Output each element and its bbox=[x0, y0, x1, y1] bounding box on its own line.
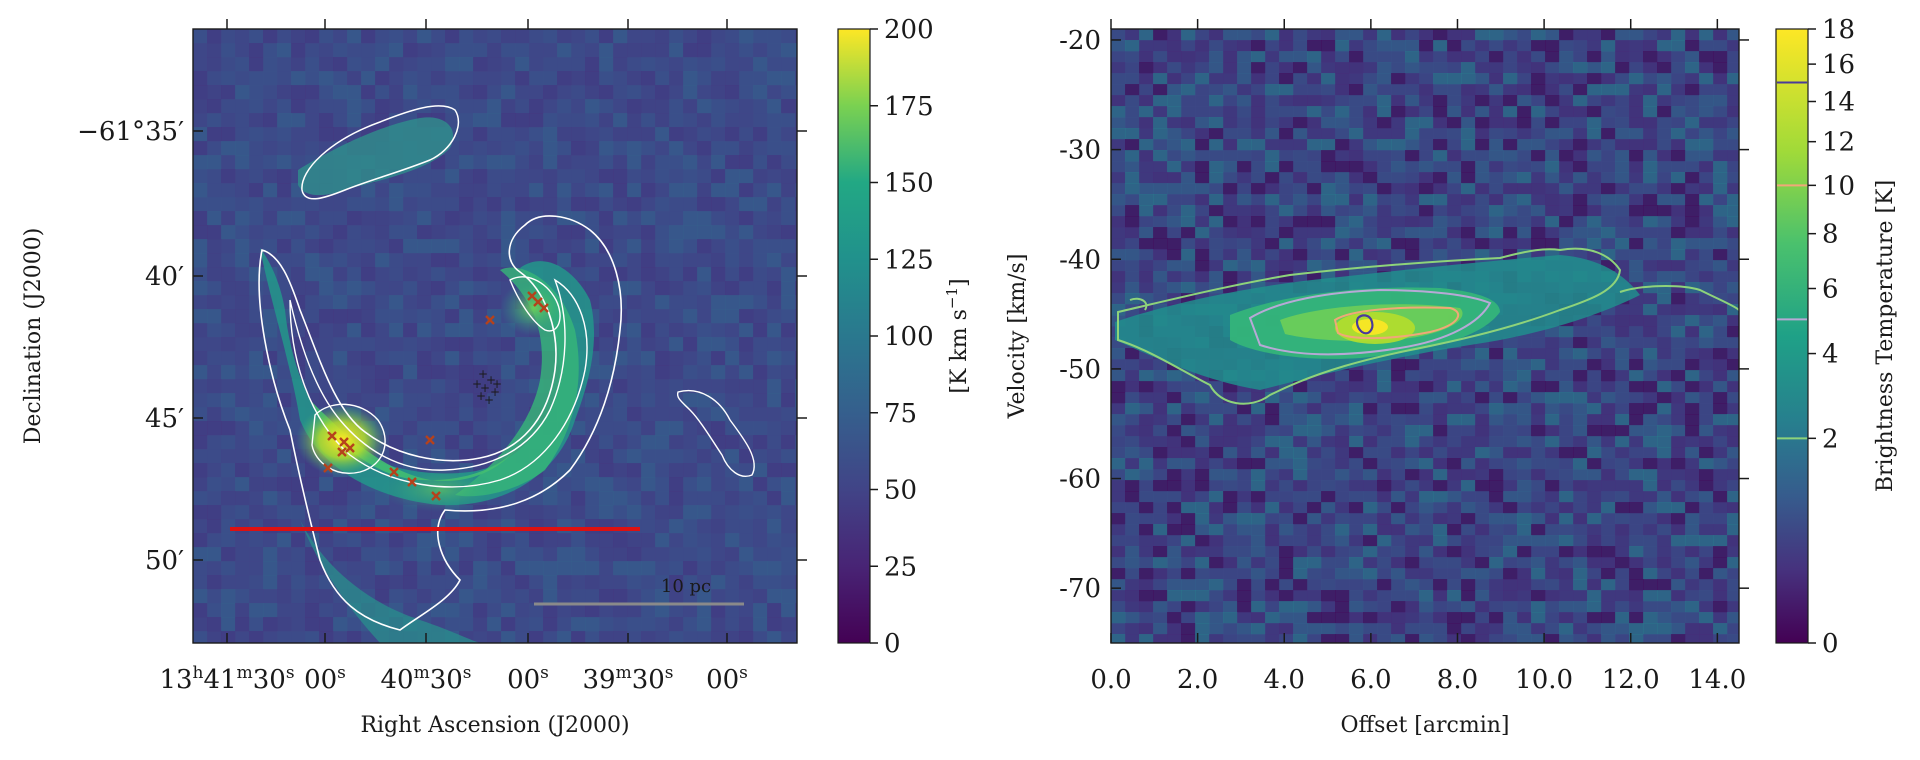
right-y-tick-label: -50 bbox=[1059, 355, 1101, 385]
right-x-tick-label: 0.0 bbox=[1090, 665, 1131, 695]
left-y-axis-label: Declination (J2000) bbox=[21, 228, 46, 445]
right-y-tick-label: -30 bbox=[1059, 136, 1101, 166]
right-y-tick-label: -60 bbox=[1059, 465, 1101, 495]
left-colorbar-tick-label: 50 bbox=[884, 476, 917, 506]
left-x-tick-label: 00s bbox=[304, 663, 346, 695]
right-x-tick-label: 4.0 bbox=[1264, 665, 1305, 695]
pv-diagram-image bbox=[1111, 29, 1742, 646]
scalebar-label: 10 pc bbox=[661, 576, 711, 597]
left-colorbar-tick-label: 150 bbox=[884, 169, 934, 199]
right-colorbar-tick-label: 16 bbox=[1822, 50, 1855, 80]
left-colorbar-tick-label: 75 bbox=[884, 399, 917, 429]
right-y-tick-label: -40 bbox=[1059, 245, 1101, 275]
svg-text:+: + bbox=[484, 393, 494, 407]
right-colorbar-tick-label: 2 bbox=[1822, 424, 1839, 454]
left-y-tick-label: 40′ bbox=[145, 262, 184, 292]
right-colorbar-tick-label: 8 bbox=[1822, 220, 1839, 250]
left-colorbar-tick-label: 25 bbox=[884, 552, 917, 582]
left-y-tick-label: 45′ bbox=[145, 404, 184, 434]
left-x-tick-label: 13h41m30s bbox=[159, 663, 294, 695]
left-x-tick-label: 00s bbox=[706, 663, 748, 695]
left-colorbar-tick-label: 200 bbox=[884, 15, 934, 45]
right-colorbar bbox=[1776, 29, 1808, 643]
left-colorbar-tick-label: 175 bbox=[884, 92, 934, 122]
right-x-axis-label: Offset [arcmin] bbox=[1341, 713, 1510, 738]
right-colorbar-tick-label: 12 bbox=[1822, 128, 1855, 158]
left-map-panel: +++ +++ ++ 10 pc 13h41m30s 00s 40m30s 00s 39… bbox=[21, 15, 972, 738]
right-colorbar-tick-label: 4 bbox=[1822, 340, 1839, 370]
right-colorbar-tick-label: 10 bbox=[1822, 171, 1855, 201]
right-colorbar-tick-label: 6 bbox=[1822, 275, 1839, 305]
left-colorbar-label: [K km s−1] bbox=[943, 278, 972, 393]
right-x-tick-label: 2.0 bbox=[1177, 665, 1218, 695]
left-colorbar-tick-label: 0 bbox=[884, 629, 901, 659]
right-x-tick-label: 8.0 bbox=[1437, 665, 1478, 695]
right-x-tick-label: 10.0 bbox=[1515, 665, 1573, 695]
right-colorbar-label: Brightness Temperature [K] bbox=[1873, 180, 1898, 492]
right-pv-panel: 0.0 2.0 4.0 6.0 8.0 10.0 12.0 14.0 -20 -30 -40 -50 -… bbox=[1005, 15, 1898, 738]
right-x-tick-label: 12.0 bbox=[1602, 665, 1660, 695]
right-colorbar-tick-label: 0 bbox=[1822, 629, 1839, 659]
intensity-map-image: +++ +++ ++ 10 pc bbox=[193, 29, 810, 646]
right-colorbar-tick-label: 14 bbox=[1822, 88, 1855, 118]
right-x-tick-label: 14.0 bbox=[1688, 665, 1746, 695]
right-colorbar-tick-label: 18 bbox=[1822, 15, 1855, 45]
left-x-tick-label: 40m30s bbox=[380, 663, 471, 695]
left-y-tick-label: −61°35′ bbox=[77, 117, 184, 147]
right-y-tick-label: -70 bbox=[1059, 574, 1101, 604]
left-colorbar-ticks: 0 25 50 75 100 125 150 175 200 bbox=[870, 15, 934, 659]
left-x-tick-label: 00s bbox=[507, 663, 549, 695]
left-colorbar bbox=[838, 29, 870, 643]
left-y-tick-label: 50′ bbox=[145, 546, 184, 576]
left-colorbar-tick-label: 125 bbox=[884, 245, 934, 275]
left-x-tick-label: 39m30s bbox=[582, 663, 673, 695]
svg-text:+: + bbox=[472, 377, 482, 391]
right-y-axis-label: Velocity [km/s] bbox=[1005, 254, 1030, 420]
svg-text:+: + bbox=[492, 377, 502, 391]
left-colorbar-tick-label: 100 bbox=[884, 322, 934, 352]
right-y-tick-label: -20 bbox=[1059, 26, 1101, 56]
right-x-tick-label: 6.0 bbox=[1350, 665, 1391, 695]
left-x-axis-label: Right Ascension (J2000) bbox=[360, 713, 629, 738]
